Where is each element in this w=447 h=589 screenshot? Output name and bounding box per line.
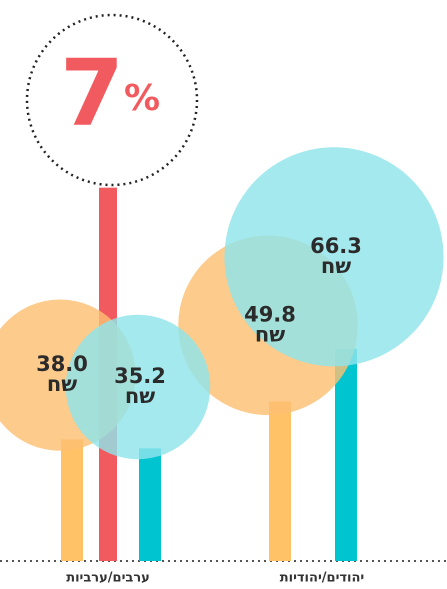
unit-label: שח bbox=[321, 254, 351, 278]
value-label: 49.8 bbox=[244, 302, 296, 326]
bubbles bbox=[0, 147, 444, 460]
unit-label: שח bbox=[47, 372, 77, 396]
value-label: 35.2 bbox=[114, 364, 166, 388]
unit-label: שח bbox=[125, 384, 155, 408]
labels: יהודים/יהודיותערבים/ערביות49.8שח38.0שח66… bbox=[36, 40, 364, 585]
bubble bbox=[224, 147, 444, 367]
highlight-ring bbox=[25, 13, 199, 187]
category-label: יהודים/יהודיות bbox=[280, 571, 365, 586]
unit-label: שח bbox=[255, 322, 285, 346]
bar bbox=[335, 348, 357, 561]
bar bbox=[269, 401, 291, 561]
value-label: 66.3 bbox=[310, 234, 362, 258]
bars bbox=[61, 187, 357, 561]
category-label: ערבים/ערביות bbox=[66, 571, 150, 586]
bar bbox=[61, 439, 83, 561]
value-label: 38.0 bbox=[36, 352, 88, 376]
highlight-label: 7% bbox=[60, 40, 160, 147]
bubble bbox=[65, 314, 211, 460]
bar bbox=[139, 448, 161, 561]
